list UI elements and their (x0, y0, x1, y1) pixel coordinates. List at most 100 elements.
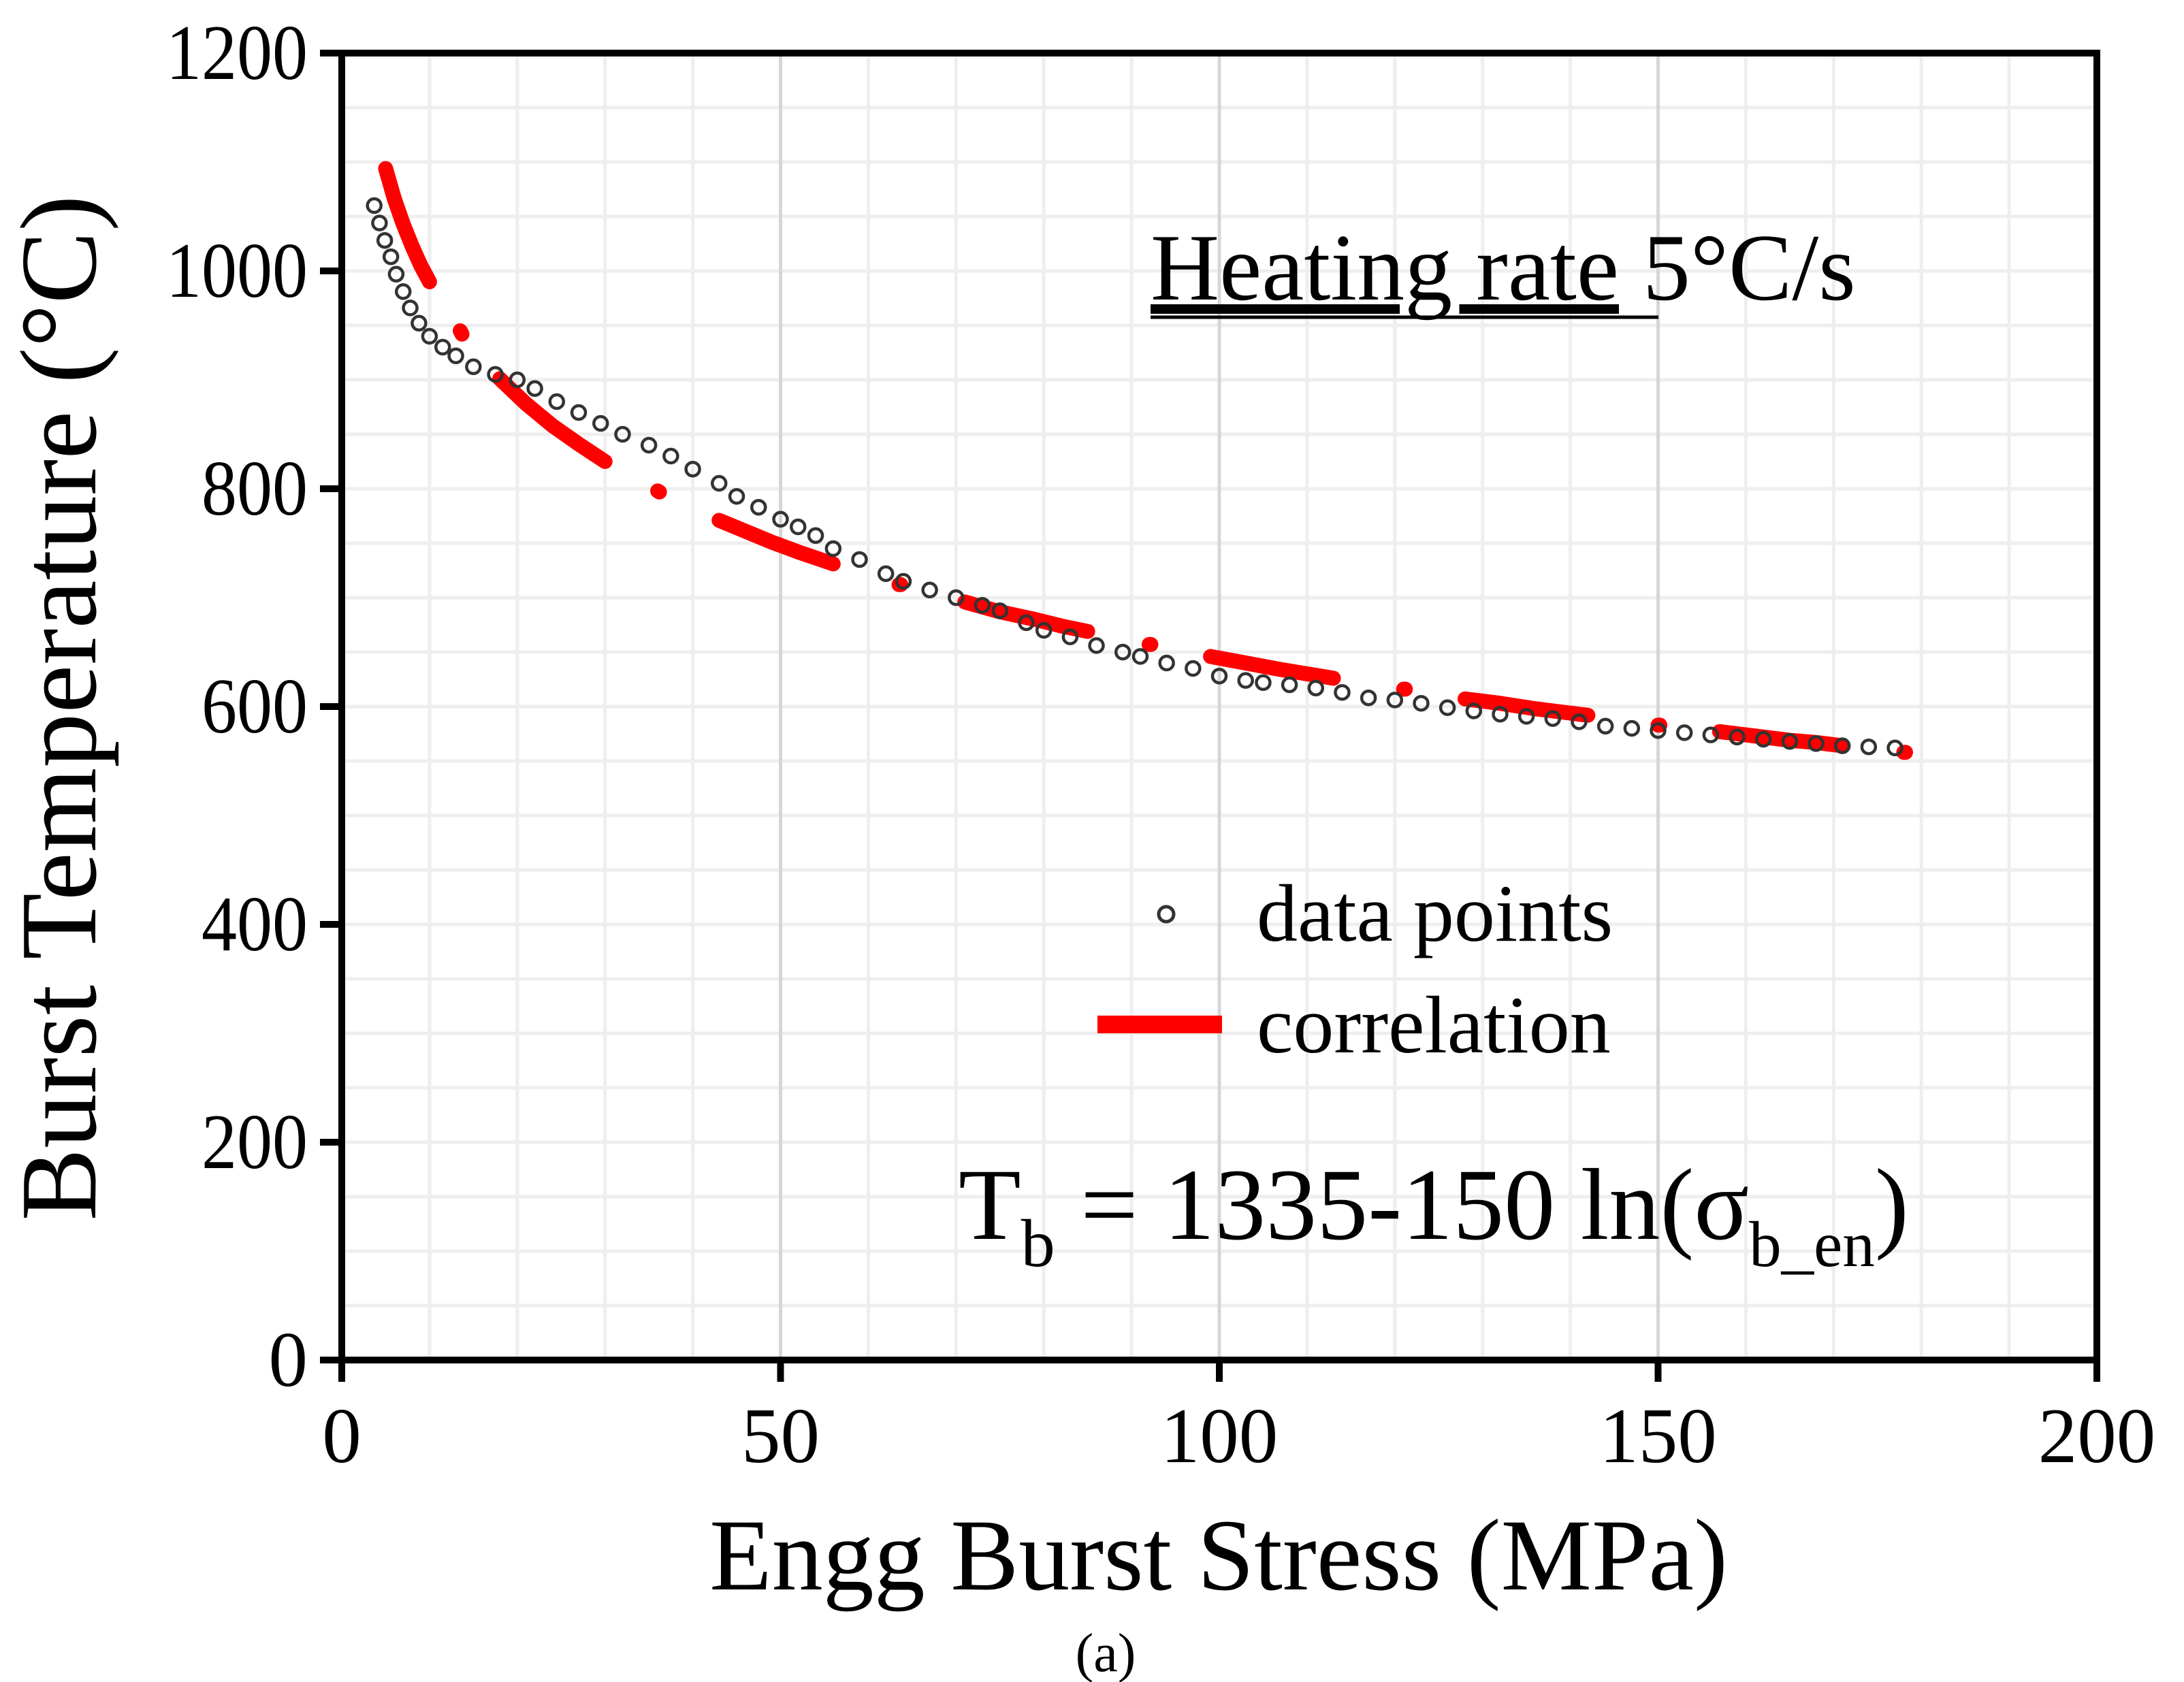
correlation-segment (1457, 691, 1596, 723)
data-point (1281, 676, 1298, 694)
data-point (447, 347, 464, 365)
data-point (487, 366, 504, 383)
data-point (728, 487, 745, 505)
eq-mid: = 1335-150 ln( (1055, 1148, 1695, 1261)
correlation-segment (492, 371, 613, 469)
data-point (1413, 694, 1430, 712)
x-tick-label: 50 (741, 1393, 820, 1479)
data-point (402, 300, 419, 317)
x-tick-label: 0 (322, 1393, 362, 1479)
y-tick-label: 200 (202, 1099, 308, 1185)
heating-rate-value: 5°C/s (1619, 215, 1856, 321)
data-point (1088, 637, 1105, 654)
data-point (1623, 719, 1641, 737)
data-point (548, 393, 566, 410)
data-point (1035, 621, 1053, 639)
x-axis-title: Engg Burst Stress (MPa) (709, 1499, 1728, 1612)
data-point (592, 415, 609, 432)
data-point (948, 589, 965, 607)
figure-caption: (a) (1076, 1623, 1136, 1682)
heating-rate-label: Heating rate (1151, 215, 1619, 321)
data-point (750, 498, 767, 516)
data-point (1386, 692, 1404, 709)
data-point (1650, 722, 1667, 739)
data-point (1158, 654, 1175, 672)
data-point (411, 314, 428, 332)
data-point (526, 380, 543, 398)
y-tick-label: 800 (202, 445, 308, 532)
eq-lhs-sub: b (1021, 1206, 1055, 1281)
data-point (1492, 705, 1509, 723)
data-point (1596, 717, 1614, 735)
data-point (394, 283, 412, 300)
data-point (711, 474, 728, 492)
y-tick-label: 1000 (166, 227, 308, 314)
data-point (1114, 643, 1131, 661)
data-point (1808, 735, 1825, 752)
correlation-segment (1203, 649, 1341, 686)
data-point (1307, 679, 1325, 697)
data-point (1360, 689, 1377, 707)
data-point (614, 425, 631, 443)
data-point (772, 511, 789, 528)
data-point (387, 265, 405, 283)
axes: 0 200 400 600 800 1000 1200 0 50 100 150 200 (166, 10, 2155, 1479)
data-point (434, 338, 451, 356)
x-tick-label: 100 (1161, 1393, 1279, 1479)
data-point (662, 447, 679, 465)
y-axis-title: Burst Temperature (°C) (0, 195, 119, 1220)
data-point (851, 551, 868, 568)
data-point (1334, 683, 1351, 701)
data-point (1185, 660, 1202, 677)
data-point (1131, 648, 1149, 665)
correlation-segment (378, 161, 437, 289)
data-point (1237, 672, 1254, 689)
eq-close: ) (1875, 1148, 1909, 1261)
correlation-segment (650, 483, 667, 500)
data-point (684, 460, 701, 478)
legend-label-correlation: correlation (1257, 980, 1611, 1070)
data-point (1544, 710, 1562, 727)
data-point (1675, 724, 1693, 741)
x-tick-label: 200 (2038, 1393, 2156, 1479)
y-tick-label: 400 (202, 881, 308, 967)
data-point (790, 518, 807, 536)
data-point (991, 602, 1008, 619)
data-point (509, 371, 526, 389)
correlation-equation: Tb = 1335-150 ln(σb_en) (959, 1148, 1909, 1281)
plot-series (366, 161, 1913, 760)
eq-lhs: T (959, 1148, 1021, 1261)
y-tick-label: 0 (269, 1316, 308, 1403)
data-point (1018, 614, 1035, 632)
y-tick-label: 600 (202, 663, 308, 749)
data-point (895, 572, 912, 590)
data-point (382, 248, 400, 265)
data-point (1517, 708, 1535, 725)
data-point (877, 565, 895, 583)
correlation-segment (711, 513, 841, 572)
correlation-segment (453, 323, 470, 342)
heating-rate-annotation: Heating rate 5°C/s (1151, 215, 1856, 321)
data-point (1886, 739, 1904, 757)
data-point (1439, 699, 1456, 716)
data-point (974, 596, 991, 614)
data-point (1702, 726, 1720, 743)
data-point (1781, 732, 1799, 750)
data-point (376, 231, 394, 249)
legend: data points correlation (1097, 868, 1613, 1070)
data-point (366, 197, 383, 214)
data-point (1210, 667, 1228, 685)
x-tick-label: 150 (1599, 1393, 1717, 1479)
data-point (1571, 713, 1588, 730)
data-point (1729, 728, 1746, 746)
eq-sigma-sub: b_en (1749, 1208, 1875, 1280)
data-point (371, 214, 388, 231)
data-point (1860, 738, 1878, 756)
y-tick-label: 1200 (166, 10, 308, 96)
data-point (921, 581, 938, 599)
data-point (1061, 628, 1079, 645)
data-point (807, 527, 824, 545)
legend-label-data-points: data points (1257, 868, 1613, 958)
data-point (640, 436, 658, 454)
